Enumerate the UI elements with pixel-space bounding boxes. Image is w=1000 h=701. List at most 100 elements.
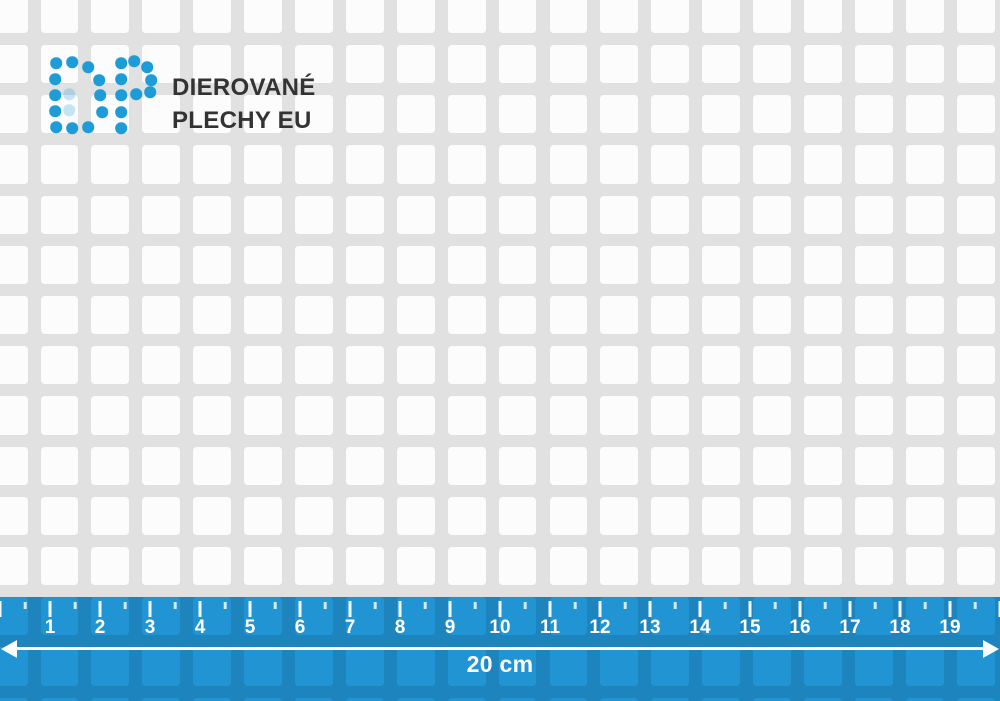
perforation-hole <box>854 45 893 84</box>
perforation-hole <box>498 496 537 535</box>
major-tick <box>148 601 152 617</box>
perforation-hole <box>396 0 435 33</box>
perforation-hole <box>345 396 384 435</box>
perforation-hole <box>295 296 333 335</box>
perforation-hole <box>956 95 995 134</box>
minor-tick <box>273 602 277 609</box>
perforation-hole <box>600 446 639 485</box>
perforation-hole <box>244 95 282 134</box>
perforation-hole <box>651 446 690 485</box>
perforation-hole <box>956 396 995 435</box>
perforation-hole <box>498 547 537 586</box>
perforation-hole <box>549 195 588 234</box>
perforation-hole <box>651 95 690 134</box>
perforation-hole <box>651 195 690 234</box>
perforation-hole <box>345 45 384 84</box>
perforation-hole <box>345 95 384 134</box>
perforation-hole <box>193 45 232 84</box>
perforation-hole <box>142 296 181 335</box>
perforation-hole <box>0 245 28 284</box>
perforation-hole <box>498 145 537 184</box>
perforation-hole <box>396 45 435 84</box>
minor-tick <box>673 602 677 609</box>
perforation-hole <box>345 145 384 184</box>
major-tick <box>298 601 302 617</box>
perforation-hole <box>396 446 435 485</box>
perforation-hole <box>702 396 741 435</box>
perforation-hole <box>549 45 588 84</box>
perforation-hole <box>753 547 791 586</box>
perforation-hole <box>40 95 79 134</box>
perforation-hole <box>702 296 741 335</box>
perforation-hole <box>753 0 791 33</box>
perforation-hole <box>40 547 79 586</box>
ruler-number: 6 <box>294 617 306 638</box>
perforation-hole <box>804 496 842 535</box>
minor-tick <box>173 602 177 609</box>
perforation-hole <box>396 95 435 134</box>
arrow-left-icon <box>1 639 17 658</box>
ruler-markings: 1 2 3 4 5 6 7 8 9 10 11 12 13 14 15 16 17 18 19 20 cm <box>0 597 1000 701</box>
perforation-hole <box>447 195 486 234</box>
perforation-hole <box>651 45 690 84</box>
perforation-hole <box>956 547 995 586</box>
perforation-hole <box>702 496 741 535</box>
major-tick <box>48 601 52 617</box>
perforation-hole <box>498 45 537 84</box>
major-tick <box>648 601 652 617</box>
minor-tick <box>123 602 127 609</box>
perforation-hole <box>0 446 28 485</box>
minor-tick <box>73 602 77 609</box>
perforation-hole <box>40 446 79 485</box>
major-tick <box>498 601 502 617</box>
ruler-number: 2 <box>94 617 106 638</box>
perforation-hole <box>549 446 588 485</box>
perforation-hole <box>549 245 588 284</box>
perforation-hole <box>244 296 282 335</box>
perforation-hole <box>600 145 639 184</box>
major-tick <box>798 601 802 617</box>
perforation-hole <box>804 0 842 33</box>
perforation-hole <box>244 346 282 385</box>
perforation-hole <box>295 496 333 535</box>
perforation-hole <box>549 95 588 134</box>
major-tick <box>998 601 1000 617</box>
perforation-hole <box>854 0 893 33</box>
perforation-hole <box>549 547 588 586</box>
perforation-hole <box>193 396 232 435</box>
perforation-hole <box>804 446 842 485</box>
major-tick <box>898 601 902 617</box>
minor-tick <box>223 602 227 609</box>
perforation-hole <box>804 547 842 586</box>
perforation-hole <box>600 346 639 385</box>
perforation-hole <box>702 145 741 184</box>
perforation-hole <box>345 446 384 485</box>
perforation-hole <box>702 547 741 586</box>
perforation-hole <box>193 145 232 184</box>
perforation-hole <box>40 346 79 385</box>
perforation-hole <box>804 245 842 284</box>
perforation-hole <box>40 396 79 435</box>
perforation-hole <box>854 396 893 435</box>
perforation-hole <box>295 396 333 435</box>
perforation-hole <box>447 145 486 184</box>
perforation-hole <box>498 446 537 485</box>
minor-tick <box>723 602 727 609</box>
perforation-hole <box>91 195 130 234</box>
perforation-hole <box>447 396 486 435</box>
ruler-number: 17 <box>839 617 861 638</box>
perforation-hole <box>753 446 791 485</box>
perforation-hole <box>753 245 791 284</box>
perforation-hole <box>244 496 282 535</box>
perforation-hole <box>345 496 384 535</box>
perforation-hole <box>91 45 130 84</box>
perforation-hole <box>0 145 28 184</box>
perforation-hole <box>345 296 384 335</box>
minor-tick <box>773 602 777 609</box>
perforation-hole <box>905 346 944 385</box>
perforation-hole <box>702 45 741 84</box>
perforation-hole <box>753 195 791 234</box>
major-tick <box>598 601 602 617</box>
